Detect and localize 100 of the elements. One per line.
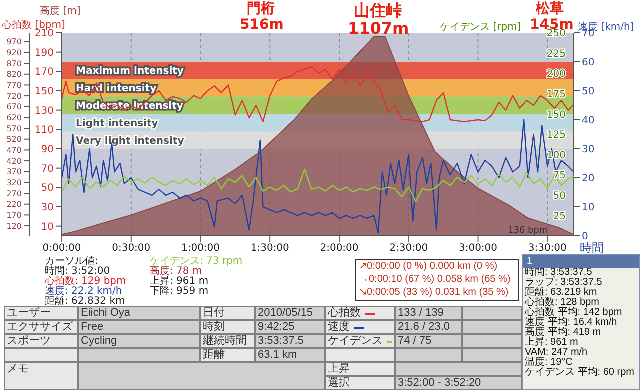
text: 3:53:37.5 bbox=[258, 335, 304, 347]
y2-tick-label: 40 bbox=[582, 116, 595, 127]
y2-tick-label: 20 bbox=[582, 174, 595, 185]
y-tick-label: 30 bbox=[41, 202, 54, 214]
y-axis-title: 心拍数 [bpm] bbox=[2, 18, 66, 31]
y-tick-label: 210 bbox=[34, 28, 54, 40]
legend-label: 心拍数 bbox=[328, 307, 361, 319]
text: 距離: 62.832 km bbox=[45, 296, 126, 307]
y-tick-label: 190 bbox=[34, 48, 54, 59]
text: 上昇: 961 m bbox=[150, 276, 209, 287]
y-tick-label: 175 bbox=[546, 89, 566, 100]
y2-tick-label: 50 bbox=[582, 86, 595, 98]
y-tick-label: 170 bbox=[34, 67, 54, 78]
x-tick-label: 1:00:00 bbox=[181, 243, 220, 254]
y3-tick-label: 720 bbox=[6, 92, 22, 101]
text: 日付 bbox=[203, 307, 225, 319]
y-tick-label: 200 bbox=[546, 69, 566, 80]
y-tick-label: 25 bbox=[553, 211, 566, 222]
y-tick-label: 250 bbox=[546, 28, 566, 40]
x-tick-label: 1:30:00 bbox=[250, 243, 290, 254]
y3-tick-label: 870 bbox=[6, 59, 22, 68]
y3-tick-label: 670 bbox=[6, 102, 22, 112]
y3-tick-label: 370 bbox=[6, 168, 22, 177]
y2-tick-label: 60 bbox=[582, 58, 595, 69]
text: 高度 平均: 419 m bbox=[524, 327, 602, 338]
y-tick-label: 225 bbox=[546, 48, 566, 60]
y-tick-label: 75 bbox=[553, 170, 566, 182]
y3-tick-label: 570 bbox=[6, 124, 22, 134]
text: ユーザー bbox=[7, 307, 51, 319]
y2-tick-label: 10 bbox=[582, 202, 595, 214]
x-tick-label: 0:30:00 bbox=[112, 243, 151, 254]
y2-tick-label: 30 bbox=[582, 144, 595, 156]
y3-tick-label: 270 bbox=[6, 189, 22, 198]
text: 速度 平均: 16.4 km/h bbox=[524, 317, 618, 328]
text: 選択 bbox=[328, 377, 350, 389]
text: 74 / 75 bbox=[398, 335, 432, 347]
text: 距離 bbox=[203, 349, 225, 361]
y3-tick-label: 920 bbox=[6, 48, 22, 58]
y3-tick-label: 320 bbox=[6, 178, 22, 188]
text: エクササイズ bbox=[7, 321, 73, 333]
text: Cycling bbox=[81, 335, 118, 347]
text: →0:00:10 (67 %) 0.058 km (65 %) bbox=[359, 274, 511, 285]
y3-tick-label: 970 bbox=[6, 38, 22, 47]
text: Eiichi Oya bbox=[81, 307, 131, 319]
text: ケイデンス: 73 rpm bbox=[150, 256, 243, 267]
y3-tick-label: 770 bbox=[6, 81, 22, 90]
y3-tick-label: 470 bbox=[6, 146, 22, 156]
x-tick-label: 3:30:00 bbox=[528, 243, 567, 254]
y-tick-label: 150 bbox=[34, 86, 54, 98]
annotation: 山住峠 1107m bbox=[348, 1, 410, 38]
text: 2010/05/15 bbox=[258, 307, 314, 319]
text: 心拍数: 129 bpm bbox=[45, 276, 126, 287]
text: 3:52:00 - 3:52:20 bbox=[398, 377, 482, 389]
x-tick-label: 2:00:00 bbox=[320, 243, 359, 254]
text: 門桁 516m bbox=[240, 1, 284, 34]
text: スポーツ bbox=[7, 335, 51, 347]
text: 高度: 78 m bbox=[150, 266, 202, 277]
text: 133 / 139 bbox=[398, 307, 444, 319]
x-tick-label: 0:00:00 bbox=[42, 243, 82, 254]
text: 上昇 bbox=[328, 363, 350, 375]
y3-tick-label: 620 bbox=[6, 114, 22, 123]
text: ラップ: 3:53:37.5 bbox=[524, 277, 604, 288]
y-tick-label: 10 bbox=[41, 222, 54, 233]
y3-tick-label: 170 bbox=[6, 211, 22, 220]
line-series bbox=[62, 168, 574, 202]
band-label: Light intensity bbox=[76, 118, 159, 130]
text: 63.1 km bbox=[258, 349, 298, 361]
y3-tick-label: 420 bbox=[6, 156, 22, 166]
text: 距離: 63.219 km bbox=[525, 287, 598, 298]
y-tick-label: 125 bbox=[546, 130, 566, 142]
text: 上昇: 961 m bbox=[524, 337, 578, 348]
legend-label: 速度 bbox=[328, 321, 350, 333]
text: 時間: 3:52:00 bbox=[45, 266, 110, 277]
y3-tick-label: 520 bbox=[6, 135, 22, 144]
y-tick-label: 130 bbox=[34, 106, 54, 117]
x-tick-label: 3:00:00 bbox=[458, 243, 498, 254]
text: 21.6 / 23.0 bbox=[398, 321, 450, 333]
band-label: Very light intensity bbox=[76, 136, 185, 147]
band-label: Maximum intensity bbox=[76, 66, 184, 78]
text: カーソル値: bbox=[45, 256, 98, 267]
text: ケイデンス 平均: 60 rpm bbox=[524, 367, 636, 378]
text: Free bbox=[81, 321, 104, 333]
text: VAM: 247 m/h bbox=[524, 347, 589, 358]
x-tick-label: 2:30:00 bbox=[390, 243, 428, 254]
y-tick-label: 50 bbox=[553, 190, 566, 202]
text: 9:42:25 bbox=[258, 321, 295, 333]
text: ↗0:00:00 (0 %) 0.000 km (0 %) bbox=[359, 261, 498, 272]
text: メモ bbox=[7, 363, 29, 375]
text: 速度: 22.2 km/h bbox=[45, 286, 122, 297]
y3-tick-label: 820 bbox=[6, 70, 22, 80]
text: 心拍数 平均: 142 bpm bbox=[524, 307, 624, 318]
y3-axis-title: 高度 [m] bbox=[40, 4, 81, 18]
y-tick-label: 110 bbox=[34, 125, 54, 136]
y-axis-title: ケイデンス [rpm] bbox=[440, 21, 522, 34]
text: 継続時間 bbox=[203, 335, 247, 347]
y-tick-label: 90 bbox=[41, 144, 54, 156]
y-tick-label: 50 bbox=[41, 183, 54, 194]
line-series bbox=[62, 119, 574, 234]
text: 心拍数: 128 bpm bbox=[524, 297, 600, 308]
text: ↘0:00:05 (33 %) 0.031 km (35 %) bbox=[359, 287, 509, 298]
